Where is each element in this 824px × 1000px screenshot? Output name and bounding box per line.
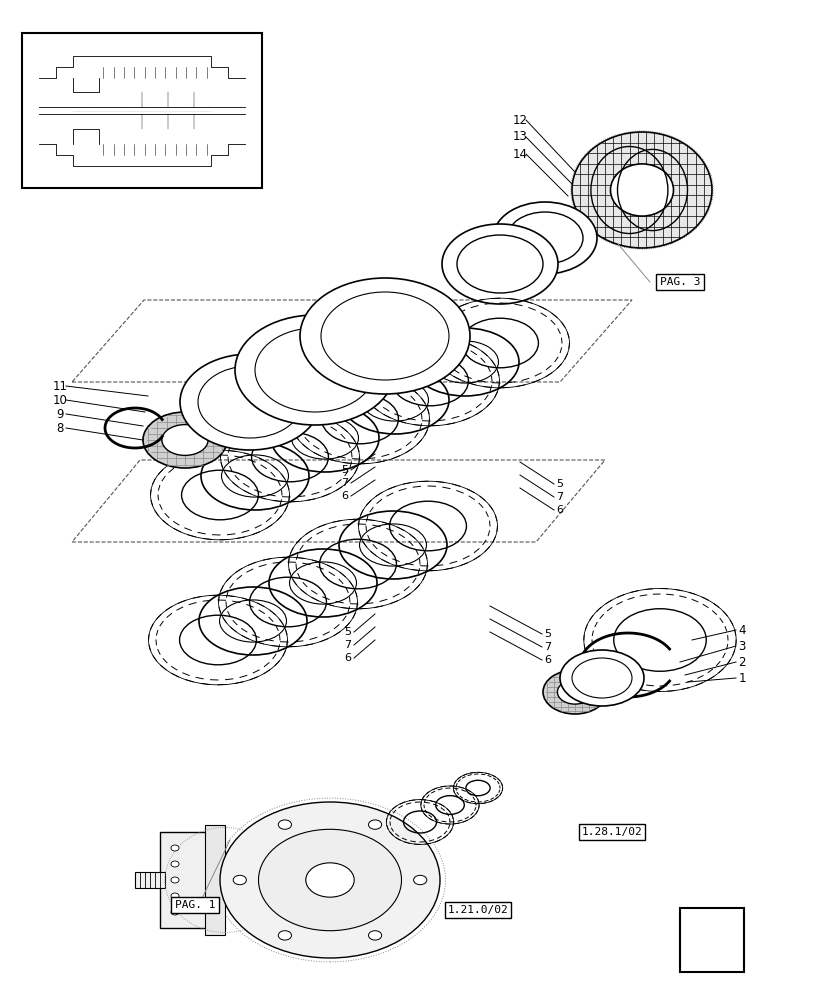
Text: 2: 2 [738,656,746,668]
Ellipse shape [543,670,607,714]
Ellipse shape [162,425,208,455]
Text: PAG. 3: PAG. 3 [660,277,700,287]
Ellipse shape [171,877,179,883]
Bar [75,92,92,127]
Text: 11: 11 [53,379,68,392]
Bar [680,908,744,972]
Ellipse shape [557,680,592,704]
Ellipse shape [457,235,543,293]
Ellipse shape [255,328,375,412]
Ellipse shape [235,315,395,425]
Bar [171,897,218,913]
Ellipse shape [171,845,179,851]
Text: 9: 9 [56,408,63,420]
Ellipse shape [611,164,673,216]
Text: 7: 7 [341,478,349,488]
Text: 12: 12 [513,113,527,126]
Ellipse shape [171,909,179,915]
Bar [135,66,142,78]
Bar [135,872,165,888]
Text: 1.28.1/02: 1.28.1/02 [582,827,643,837]
Ellipse shape [414,875,427,885]
Text: 13: 13 [513,130,527,143]
Ellipse shape [368,820,382,829]
Ellipse shape [259,829,401,931]
Text: 6: 6 [545,655,551,665]
Ellipse shape [493,202,597,274]
Ellipse shape [143,412,227,468]
Ellipse shape [572,132,712,248]
Bar [166,66,173,78]
Text: 7: 7 [545,642,551,652]
Text: 7: 7 [344,640,352,650]
Bar [684,941,740,968]
Text: 3: 3 [738,640,746,652]
Text: 8: 8 [56,422,63,434]
Ellipse shape [321,292,449,380]
Text: 1.21.0/02: 1.21.0/02 [447,905,508,915]
Ellipse shape [560,650,644,706]
Text: 10: 10 [53,393,68,406]
Ellipse shape [300,278,470,394]
Text: 6: 6 [341,491,349,501]
Bar [124,66,132,78]
Bar [176,66,184,78]
Ellipse shape [198,366,302,438]
Text: 7: 7 [556,492,564,502]
Text: 5: 5 [545,629,551,639]
Text: 5: 5 [344,627,352,637]
Bar [156,66,162,78]
Text: 6: 6 [344,653,352,663]
Ellipse shape [368,931,382,940]
Text: 4: 4 [738,624,746,637]
Bar [187,66,194,78]
Ellipse shape [220,802,440,958]
Polygon shape [688,920,739,943]
Bar [197,66,204,78]
Bar [146,66,152,78]
Ellipse shape [306,863,354,897]
Bar [579,824,645,840]
Bar [22,33,262,188]
Text: 14: 14 [513,147,527,160]
Text: 5: 5 [556,479,564,489]
Ellipse shape [180,354,320,450]
Text: 5: 5 [341,465,349,475]
Bar [657,274,704,290]
Bar [115,66,121,78]
Ellipse shape [572,658,632,698]
Polygon shape [688,941,715,950]
Ellipse shape [171,893,179,899]
Ellipse shape [171,861,179,867]
Ellipse shape [507,212,583,264]
Text: PAG. 1: PAG. 1 [175,900,215,910]
Bar [104,66,111,78]
Bar [160,832,215,928]
Ellipse shape [442,224,558,304]
Ellipse shape [279,820,292,829]
Text: 6: 6 [556,505,564,515]
Ellipse shape [279,931,292,940]
Bar [205,825,225,935]
Bar [445,902,511,918]
Text: 1: 1 [738,672,746,684]
Ellipse shape [233,875,246,885]
